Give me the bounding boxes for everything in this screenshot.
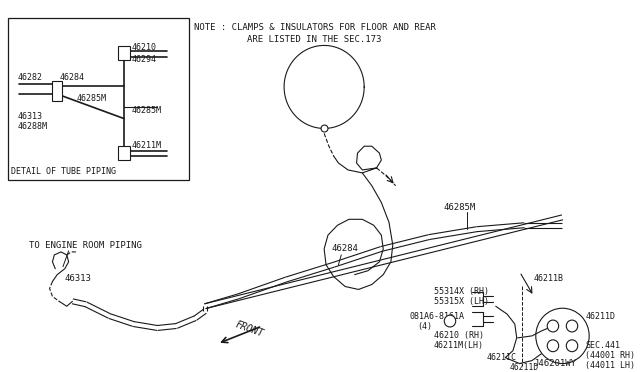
Circle shape [566,340,578,352]
Circle shape [547,340,559,352]
Circle shape [566,320,578,332]
Text: DETAIL OF TUBE PIPING: DETAIL OF TUBE PIPING [12,167,116,176]
Text: 46211D: 46211D [586,312,616,321]
Bar [118,46,130,60]
Text: J46201WY: J46201WY [534,359,577,368]
Text: (44001 RH): (44001 RH) [586,351,636,360]
Text: NOTE : CLAMPS & INSULATORS FOR FLOOR AND REAR: NOTE : CLAMPS & INSULATORS FOR FLOOR AND… [194,23,436,32]
Text: TO ENGINE ROOM PIPING: TO ENGINE ROOM PIPING [29,241,141,250]
Text: (44011 LH): (44011 LH) [586,361,636,370]
Text: 46210: 46210 [132,43,157,52]
Text: 46211B: 46211B [534,274,564,283]
Bar [52,81,62,101]
Text: 46282: 46282 [17,73,42,81]
Text: 46211M(LH): 46211M(LH) [434,341,484,350]
Text: 46211M: 46211M [132,141,161,150]
Text: 46313: 46313 [65,274,92,283]
Bar [8,18,189,180]
Bar [118,146,130,160]
Circle shape [444,315,456,327]
Text: 55315X (LH): 55315X (LH) [434,297,489,306]
Circle shape [547,320,559,332]
Text: 46211D: 46211D [510,363,540,372]
Text: 46211C: 46211C [486,353,516,362]
Text: 46210 (RH): 46210 (RH) [434,331,484,340]
Text: (4): (4) [417,321,433,330]
Text: ARE LISTED IN THE SEC.173: ARE LISTED IN THE SEC.173 [248,35,382,44]
Circle shape [536,308,589,363]
Text: 46288M: 46288M [17,122,47,131]
Text: 46284: 46284 [332,244,358,253]
Text: 46284: 46284 [59,73,84,81]
Text: FRONT: FRONT [234,319,266,339]
Text: 46285M: 46285M [444,203,476,212]
Text: 46285M: 46285M [76,94,106,103]
Text: 46285M: 46285M [132,106,161,115]
Text: 081A6-8161A: 081A6-8161A [410,312,465,321]
Text: 55314X (RH): 55314X (RH) [434,287,489,296]
Text: 46313: 46313 [17,112,42,121]
Text: SEC.441: SEC.441 [586,341,620,350]
Text: 46294: 46294 [132,55,157,64]
Text: B: B [447,317,452,326]
